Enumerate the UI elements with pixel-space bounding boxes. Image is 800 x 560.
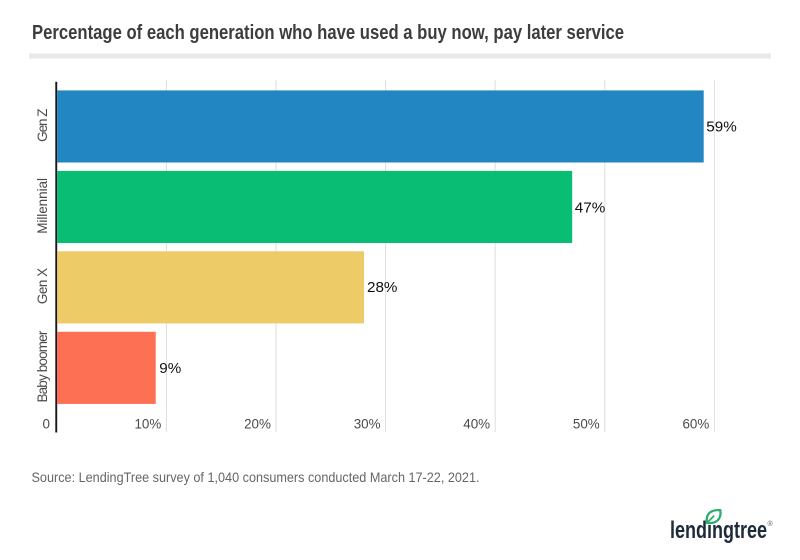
svg-text:20%: 20%: [244, 417, 271, 432]
svg-text:0: 0: [43, 417, 50, 432]
svg-text:Baby boomer: Baby boomer: [35, 330, 50, 402]
svg-text:10%: 10%: [134, 417, 161, 432]
svg-text:Gen X: Gen X: [35, 268, 50, 304]
svg-text:47%: 47%: [575, 200, 605, 217]
svg-text:lendıngtree: lendıngtree: [670, 517, 767, 544]
svg-text:Source: LendingTree survey of: Source: LendingTree survey of 1,040 cons…: [32, 469, 480, 485]
svg-text:Gen Z: Gen Z: [35, 109, 50, 142]
svg-text:59%: 59%: [706, 119, 736, 136]
svg-text:Percentage of each generation: Percentage of each generation who have u…: [32, 22, 624, 44]
svg-text:®: ®: [768, 520, 774, 528]
svg-text:Millennial: Millennial: [35, 178, 50, 234]
svg-text:9%: 9%: [159, 360, 181, 377]
svg-text:30%: 30%: [354, 417, 381, 432]
svg-text:40%: 40%: [463, 417, 490, 432]
svg-text:50%: 50%: [573, 417, 600, 432]
svg-text:28%: 28%: [367, 279, 397, 296]
svg-text:60%: 60%: [682, 417, 709, 432]
